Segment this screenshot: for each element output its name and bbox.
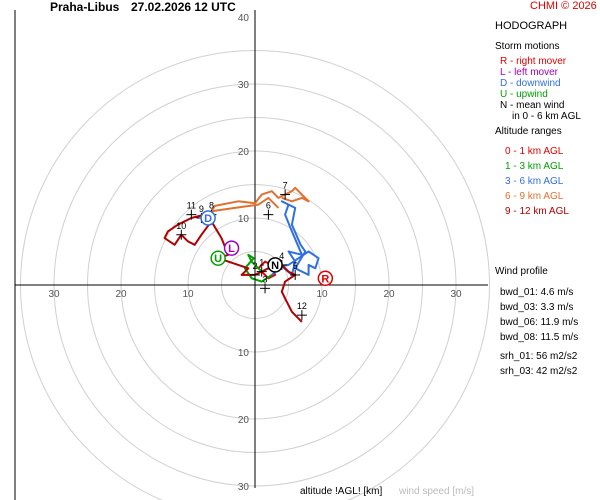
wind-profile-title: Wind profile [495, 266, 548, 277]
altitude-marker-label: 10 [176, 221, 186, 231]
altitude-marker-label: 4 [279, 251, 284, 261]
storm-motion-l: L [223, 240, 240, 256]
altitude-marker-label: 3 [263, 274, 268, 284]
wind-speed-label: wind speed [m/s] [399, 486, 475, 497]
wind-profile-item: srh_01: 56 m2/s2 [500, 351, 578, 362]
altitude-marker-label: 8 [209, 201, 214, 211]
tick-label-east: 10 [316, 289, 328, 300]
tick-labels: 30 20 10 10 20 30 10 20 30 40 10 20 30 [48, 13, 462, 493]
storm-motion-label: D [204, 213, 212, 225]
storm-motion-n: N [267, 257, 283, 273]
hodograph-trace [210, 186, 310, 213]
copyright-label: CHMI © 2026 [530, 0, 597, 12]
altitude-marker: 7 [280, 181, 291, 200]
wind-profile-item: bwd_08: 11.5 m/s [500, 332, 579, 343]
observation-time: 27.02.2026 12 UTC [131, 0, 236, 14]
storm-legend-item: U - upwind [500, 89, 548, 100]
hodograph-trace [243, 253, 273, 283]
alt-legend-item: 9 - 12 km AGL [505, 206, 569, 217]
storm-legend-item: L - left mover [500, 67, 558, 78]
storm-legend-item: R - right mover [500, 56, 567, 67]
tick-label-east: 30 [450, 289, 462, 300]
altitude-marker-label: 12 [297, 301, 307, 311]
altitude-marker-label: 7 [283, 181, 288, 191]
storm-motion-label: N [271, 260, 279, 272]
wind-profile-item: bwd_06: 11.9 m/s [500, 317, 579, 328]
alt-legend-item: 3 - 6 km AGL [505, 176, 564, 187]
altitude-marker: 11 [186, 201, 197, 220]
tick-label-west: 10 [182, 289, 194, 300]
altitude-axis-label: altitude !AGL! [km] [300, 486, 383, 497]
tick-label-north: 40 [238, 13, 250, 24]
panel-title: HODOGRAPH [495, 20, 568, 32]
storm-legend-item: D - downwind [500, 78, 561, 89]
tick-label-south: 10 [238, 348, 250, 359]
storm-motion-label: L [228, 243, 235, 255]
altitude-marker-label: 6 [266, 201, 271, 211]
storm-motion-r: R [317, 270, 334, 287]
altitude-ranges-title: Altitude ranges [495, 126, 562, 137]
altitude-marker-label: 5 [293, 261, 298, 271]
tick-label-east: 20 [383, 289, 395, 300]
altitude-marker: 12 [297, 301, 307, 321]
hodograph-trace [271, 200, 320, 276]
alt-legend-item: 6 - 9 km AGL [505, 191, 564, 202]
altitude-marker: 2 [250, 261, 260, 280]
wind-profile-item: bwd_03: 3.3 m/s [500, 302, 574, 313]
alt-legend-item: 1 - 3 km AGL [505, 161, 564, 172]
tick-label-south: 20 [238, 415, 250, 426]
altitude-marker: 3 [260, 274, 271, 294]
storm-motion-label: R [321, 273, 329, 285]
altitude-marker: 1 [256, 258, 267, 277]
storm-motion-markers: R L D U N [200, 210, 334, 287]
station-name: Praha-Libus [50, 0, 120, 14]
tick-label-west: 30 [48, 289, 60, 300]
tick-label-north: 30 [238, 80, 250, 91]
altitude-marker-label: 2 [252, 261, 257, 271]
tick-label-north: 20 [238, 147, 250, 158]
tick-label-south: 30 [238, 482, 250, 493]
storm-motion-u: U [210, 250, 226, 266]
altitude-marker: 5 [290, 261, 301, 280]
tick-label-north: 10 [238, 214, 250, 225]
altitude-marker-label: 9 [199, 204, 204, 214]
hodograph-axes [14, 10, 488, 500]
wind-profile-item: srh_03: 42 m2/s2 [500, 366, 578, 377]
storm-legend-item: in 0 - 6 km AGL [512, 111, 581, 122]
wind-profile-item: bwd_01: 4.6 m/s [500, 287, 574, 298]
storm-motions-title: Storm motions [495, 41, 560, 52]
storm-motion-label: U [214, 253, 222, 265]
storm-legend-item: N - mean wind [500, 100, 565, 111]
alt-legend-item: 0 - 1 km AGL [505, 146, 564, 157]
altitude-marker: 6 [263, 201, 274, 220]
altitude-marker: 10 [176, 221, 186, 240]
altitude-marker-label: 11 [187, 201, 196, 211]
tick-label-west: 20 [115, 289, 127, 300]
altitude-marker-label: 1 [259, 258, 264, 268]
storm-motion-d: D [200, 210, 216, 226]
